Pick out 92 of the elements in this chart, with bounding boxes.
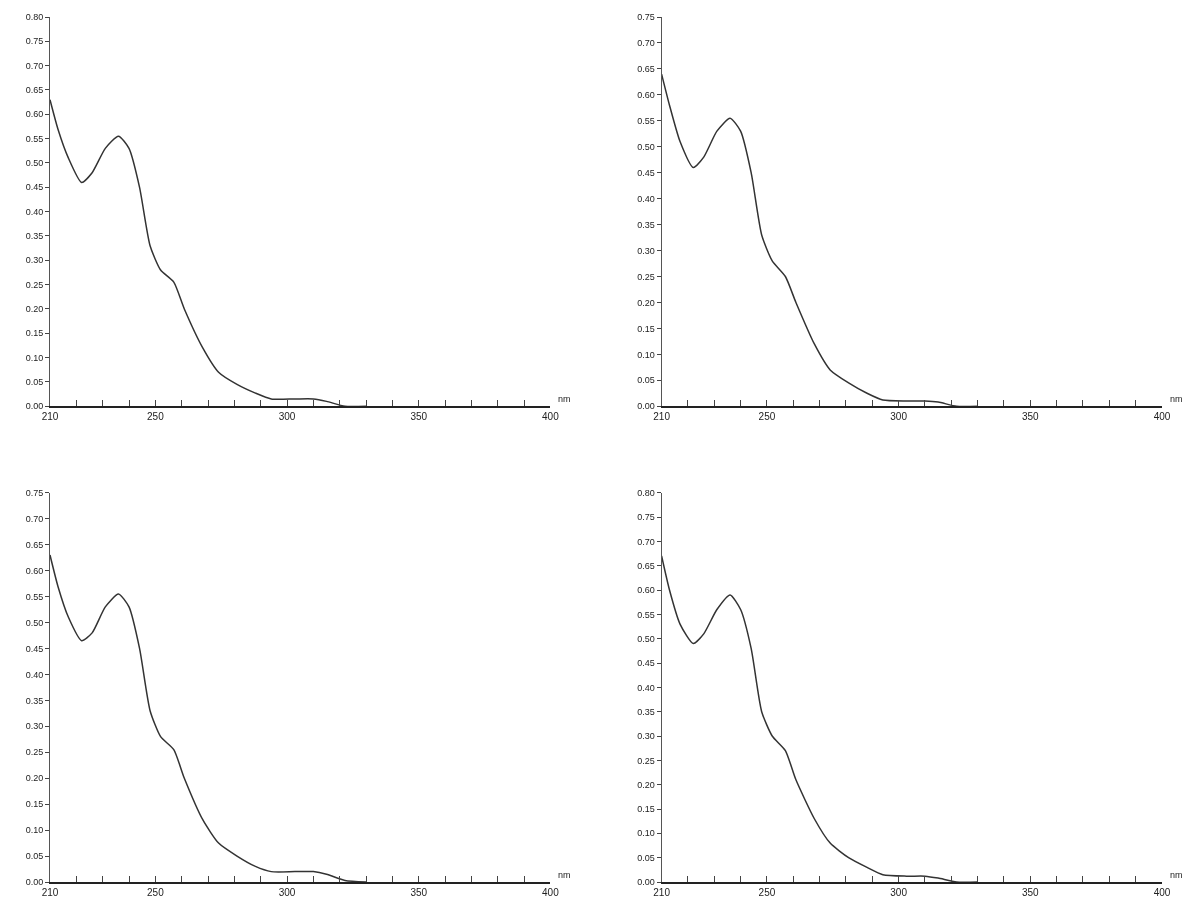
y-tick-label: 0.35 xyxy=(637,219,655,230)
y-tick-label: 0.00 xyxy=(25,401,44,412)
y-tick-label: 0.45 xyxy=(637,167,655,178)
y-tick-label: 0.15 xyxy=(25,799,44,810)
x-tick-label: 400 xyxy=(542,411,560,423)
y-tick-label: 0.55 xyxy=(637,115,655,126)
x-tick-label: 250 xyxy=(758,411,776,423)
y-tick-label: 0.35 xyxy=(637,706,655,717)
y-tick-label: 0.40 xyxy=(637,193,655,204)
x-axis-title: nm xyxy=(1170,394,1183,404)
x-axis-title: nm xyxy=(558,394,571,404)
x-tick-label: 210 xyxy=(653,887,671,898)
y-tick-label: 0.80 xyxy=(25,12,44,23)
y-tick-label: 0.50 xyxy=(25,617,44,628)
x-tick-label: 250 xyxy=(147,887,165,898)
x-tick-label: 400 xyxy=(1153,887,1171,898)
x-tick-label: 350 xyxy=(410,887,428,898)
y-tick-label: 0.20 xyxy=(637,779,655,790)
y-tick-label: 0.20 xyxy=(25,304,44,315)
y-tick-label: 0.30 xyxy=(637,731,655,742)
y-tick-label: 0.00 xyxy=(637,877,655,888)
y-tick-label: 0.25 xyxy=(25,279,44,290)
y-tick-label: 0.50 xyxy=(637,633,655,644)
y-tick-label: 0.65 xyxy=(637,64,655,75)
x-tick-label: 300 xyxy=(890,411,908,423)
x-tick-label: 350 xyxy=(1021,411,1040,423)
x-axis-title: nm xyxy=(558,870,571,880)
y-tick-label: 0.55 xyxy=(637,609,655,620)
y-tick-label: 0.50 xyxy=(637,141,655,152)
y-tick-label: 0.30 xyxy=(637,245,655,256)
y-tick-label: 0.70 xyxy=(637,536,655,547)
line-series xyxy=(661,555,979,882)
y-tick-label: 0.35 xyxy=(25,231,44,242)
y-tick-label: 0.75 xyxy=(637,12,655,23)
y-tick-label: 0.35 xyxy=(25,695,44,706)
y-tick-label: 0.65 xyxy=(25,85,44,96)
x-tick-label: 250 xyxy=(758,887,776,898)
x-tick-label: 300 xyxy=(890,887,908,898)
x-axis-title: nm xyxy=(1170,870,1183,880)
y-tick-label: 0.25 xyxy=(637,755,655,766)
y-tick-label: 0.05 xyxy=(25,851,44,862)
x-tick-label: 400 xyxy=(542,887,560,898)
y-tick-label: 0.25 xyxy=(637,271,655,282)
y-tick-label: 0.60 xyxy=(25,565,44,576)
y-tick-label: 0.30 xyxy=(25,255,44,266)
x-tick-label: 210 xyxy=(41,411,59,423)
y-tick-label: 0.20 xyxy=(25,773,44,784)
x-tick-label: 210 xyxy=(653,411,671,423)
y-tick-label: 0.05 xyxy=(25,377,44,388)
y-tick-label: 0.10 xyxy=(637,828,655,839)
y-tick-label: 0.70 xyxy=(637,38,655,49)
line-series xyxy=(50,554,367,882)
x-tick-label: 350 xyxy=(1021,887,1040,898)
y-tick-label: 0.75 xyxy=(25,36,44,47)
y-tick-label: 0.45 xyxy=(25,182,44,193)
y-tick-label: 0.60 xyxy=(637,585,655,596)
x-tick-label: 250 xyxy=(147,411,165,423)
y-tick-label: 0.45 xyxy=(25,643,44,654)
y-tick-label: 0.65 xyxy=(637,560,655,571)
y-tick-label: 0.10 xyxy=(25,352,44,363)
y-tick-label: 0.45 xyxy=(637,658,655,669)
x-tick-label: 300 xyxy=(278,887,296,898)
x-tick-label: 300 xyxy=(278,411,296,423)
y-tick-label: 0.60 xyxy=(637,90,655,100)
y-tick-label: 0.40 xyxy=(25,206,44,217)
y-tick-label: 0.70 xyxy=(25,513,44,524)
y-tick-label: 0.15 xyxy=(637,804,655,815)
y-tick-label: 0.75 xyxy=(637,512,655,523)
y-tick-label: 0.15 xyxy=(637,323,655,334)
y-tick-label: 0.25 xyxy=(25,747,44,758)
x-tick-label: 210 xyxy=(41,887,59,898)
y-tick-label: 0.30 xyxy=(25,721,44,732)
y-tick-label: 0.55 xyxy=(25,591,44,602)
y-tick-label: 0.70 xyxy=(25,60,44,71)
y-tick-label: 0.10 xyxy=(25,825,44,836)
y-tick-label: 0.40 xyxy=(637,682,655,693)
y-tick-label: 0.05 xyxy=(637,852,655,863)
y-tick-label: 0.20 xyxy=(637,297,655,308)
y-tick-label: 0.80 xyxy=(637,487,655,498)
y-tick-label: 0.00 xyxy=(637,401,655,412)
y-tick-label: 0.50 xyxy=(25,158,44,169)
y-tick-label: 0.15 xyxy=(25,328,44,339)
y-tick-label: 0.60 xyxy=(25,109,44,120)
y-tick-label: 0.55 xyxy=(25,133,44,144)
y-tick-label: 0.40 xyxy=(25,669,44,680)
y-tick-label: 0.65 xyxy=(25,539,44,550)
y-tick-label: 0.75 xyxy=(25,487,44,498)
y-tick-label: 0.00 xyxy=(25,877,44,888)
x-tick-label: 350 xyxy=(410,411,428,423)
y-tick-label: 0.05 xyxy=(637,375,655,386)
x-tick-label: 400 xyxy=(1153,411,1171,423)
y-tick-label: 0.10 xyxy=(637,349,655,360)
